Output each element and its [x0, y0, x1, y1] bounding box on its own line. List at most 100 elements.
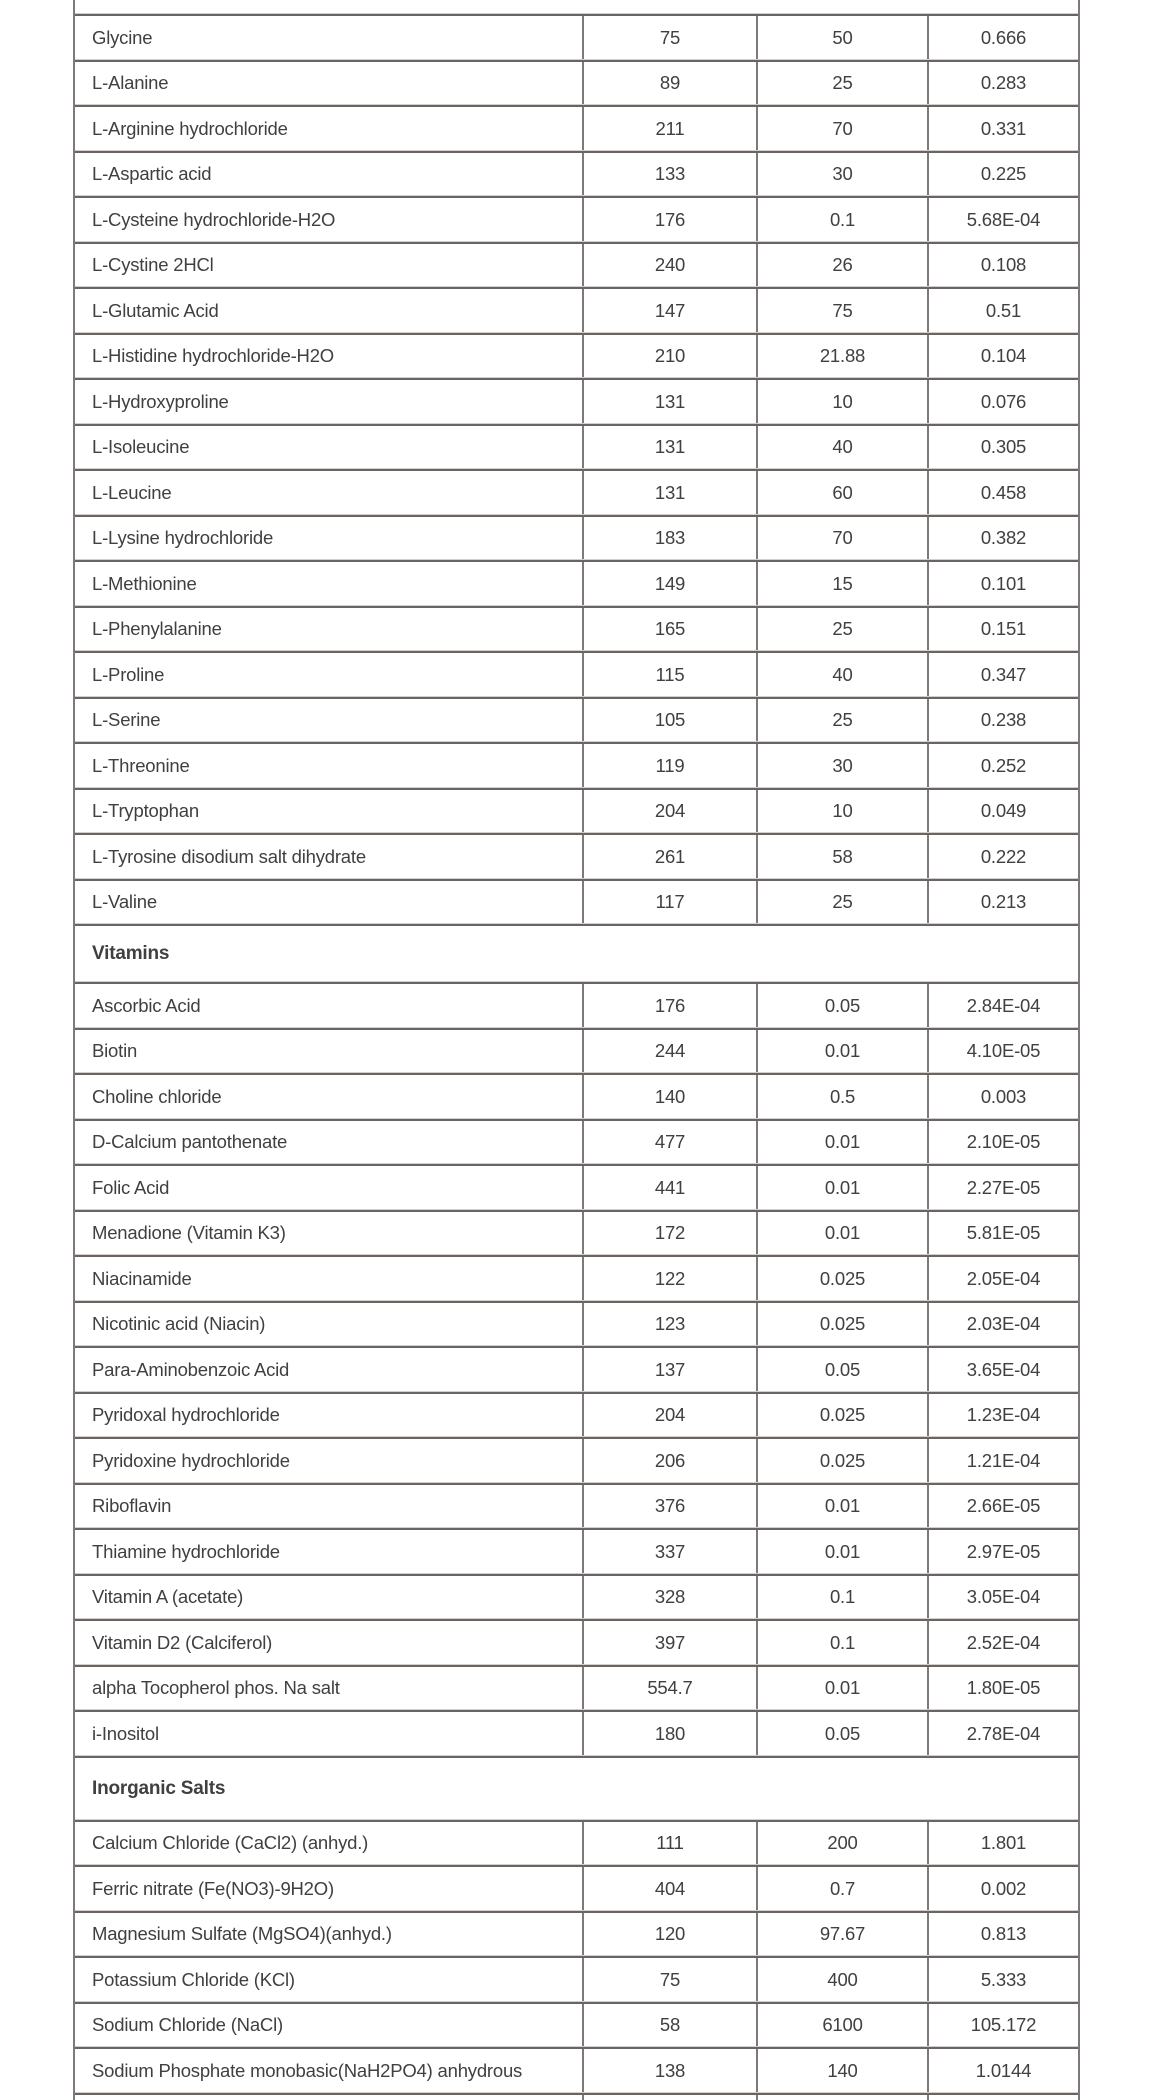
millimolar-cell: 5.333	[980, 1968, 1027, 1990]
concentration-cell: 0.01	[758, 1530, 929, 1574]
millimolar-cell: 2.84E-04	[966, 994, 1041, 1016]
molecular-weight-cell: 211	[584, 107, 758, 151]
table-row: L-Threonine 119 30 0.252	[75, 744, 1078, 790]
component-cell: L-Leucine	[75, 471, 584, 515]
component-cell: Choline chloride	[75, 1075, 584, 1119]
concentration-cell: 50	[758, 16, 929, 60]
concentration-cell: 60	[758, 471, 929, 515]
molecular-weight-cell: 244	[584, 1029, 758, 1073]
millimolar-cell: 0.305	[980, 436, 1027, 458]
component-cell: Magnesium Sulfate (MgSO4)(anhyd.)	[75, 1912, 584, 1956]
component-cell: Para-Aminobenzoic Acid	[75, 1348, 584, 1392]
cut-off-row-bottom	[75, 2094, 1078, 2100]
millimolar-cell: 1.21E-04	[966, 1449, 1041, 1471]
molecular-weight-cell: 183	[584, 516, 758, 560]
concentration-cell: 97.67	[758, 1912, 929, 1956]
table-row: Menadione (Vitamin K3) 172 0.01 5.81E-05	[75, 1211, 1078, 1257]
concentration-cell: 0.01	[758, 1029, 929, 1073]
molecular-weight-cell: 404	[584, 1867, 758, 1911]
molecular-weight-cell: 131	[584, 380, 758, 424]
concentration-cell: 0.025	[758, 1393, 929, 1437]
millimolar-cell: 4.10E-05	[966, 1040, 1041, 1062]
component-cell: L-Threonine	[75, 744, 584, 788]
table-row: L-Glutamic Acid 147 75 0.51	[75, 289, 1078, 335]
millimolar-cell: 2.05E-04	[966, 1267, 1041, 1289]
molecular-weight-cell: 115	[584, 653, 758, 697]
component-cell: Sodium Phosphate monobasic(NaH2PO4) anhy…	[75, 2049, 584, 2093]
molecular-weight-cell: 120	[584, 1912, 758, 1956]
molecular-weight-cell	[584, 2094, 758, 2100]
table-row: Niacinamide 122 0.025 2.05E-04	[75, 1257, 1078, 1303]
molecular-weight-cell: 180	[584, 1712, 758, 1756]
millimolar-cell: 0.151	[980, 618, 1027, 640]
media-formulation-table: Glycine 75 50 0.666 L-Alanine 89 25 0.283 L-Argi…	[73, 0, 1080, 2100]
molecular-weight-cell: 172	[584, 1211, 758, 1255]
table-row: L-Tryptophan 204 10 0.049	[75, 789, 1078, 835]
table-row: Vitamin A (acetate) 328 0.1 3.05E-04	[75, 1575, 1078, 1621]
table-row: Calcium Chloride (CaCl2) (anhyd.) 111 200 1…	[75, 1821, 1078, 1867]
section-header-row: Inorganic Salts	[75, 1758, 1078, 1822]
millimolar-cell: 2.10E-05	[966, 1131, 1041, 1153]
component-cell: Nicotinic acid (Niacin)	[75, 1302, 584, 1346]
cut-off-section-row-top	[75, 0, 1078, 16]
component-cell: Vitamin A (acetate)	[75, 1575, 584, 1619]
concentration-cell: 70	[758, 516, 929, 560]
molecular-weight-cell: 140	[584, 1075, 758, 1119]
millimolar-cell: 2.03E-04	[966, 1313, 1041, 1335]
millimolar-cell: 3.65E-04	[966, 1358, 1041, 1380]
millimolar-cell: 0.252	[980, 754, 1027, 776]
table-row: L-Isoleucine 131 40 0.305	[75, 425, 1078, 471]
component-cell: Calcium Chloride (CaCl2) (anhyd.)	[75, 1821, 584, 1865]
millimolar-cell: 0.108	[980, 254, 1027, 276]
table-row: L-Serine 105 25 0.238	[75, 698, 1078, 744]
component-cell: Thiamine hydrochloride	[75, 1530, 584, 1574]
molecular-weight-cell: 147	[584, 289, 758, 333]
concentration-cell: 70	[758, 107, 929, 151]
table-row: Para-Aminobenzoic Acid 137 0.05 3.65E-04	[75, 1348, 1078, 1394]
table-row: L-Cystine 2HCl 240 26 0.108	[75, 243, 1078, 289]
concentration-cell: 15	[758, 562, 929, 606]
millimolar-cell: 0.076	[980, 390, 1027, 412]
millimolar-cell: 0.666	[980, 26, 1027, 48]
concentration-cell: 400	[758, 1958, 929, 2002]
millimolar-cell: 5.81E-05	[966, 1222, 1041, 1244]
table-row: Pyridoxine hydrochloride 206 0.025 1.21E-04	[75, 1439, 1078, 1485]
molecular-weight-cell: 89	[584, 61, 758, 105]
millimolar-cell: 0.347	[980, 663, 1027, 685]
concentration-cell: 25	[758, 698, 929, 742]
molecular-weight-cell: 105	[584, 698, 758, 742]
concentration-cell: 0.1	[758, 198, 929, 242]
millimolar-cell: 2.78E-04	[966, 1722, 1041, 1744]
table-row: L-Tyrosine disodium salt dihydrate 261 58 0…	[75, 835, 1078, 881]
millimolar-cell: 1.23E-04	[966, 1404, 1041, 1426]
table-row: L-Cysteine hydrochloride-H2O 176 0.1 5.68E-…	[75, 198, 1078, 244]
concentration-cell: 200	[758, 1821, 929, 1865]
table-row: Choline chloride 140 0.5 0.003	[75, 1075, 1078, 1121]
concentration-cell: 0.05	[758, 1712, 929, 1756]
component-cell: L-Tryptophan	[75, 789, 584, 833]
table-row: L-Valine 117 25 0.213	[75, 880, 1078, 926]
molecular-weight-cell: 131	[584, 471, 758, 515]
table-row: L-Hydroxyproline 131 10 0.076	[75, 380, 1078, 426]
component-cell: L-Glutamic Acid	[75, 289, 584, 333]
concentration-cell: 0.025	[758, 1257, 929, 1301]
table-row: Glycine 75 50 0.666	[75, 16, 1078, 62]
table-row: L-Alanine 89 25 0.283	[75, 61, 1078, 107]
millimolar-cell: 0.002	[980, 1877, 1027, 1899]
table-row: L-Lysine hydrochloride 183 70 0.382	[75, 516, 1078, 562]
component-cell: L-Aspartic acid	[75, 152, 584, 196]
component-cell: Glycine	[75, 16, 584, 60]
component-cell: i-Inositol	[75, 1712, 584, 1756]
molecular-weight-cell: 123	[584, 1302, 758, 1346]
molecular-weight-cell: 176	[584, 984, 758, 1028]
molecular-weight-cell: 75	[584, 1958, 758, 2002]
molecular-weight-cell: 204	[584, 1393, 758, 1437]
millimolar-cell: 2.52E-04	[966, 1631, 1041, 1653]
molecular-weight-cell: 240	[584, 243, 758, 287]
table-row: Thiamine hydrochloride 337 0.01 2.97E-05	[75, 1530, 1078, 1576]
millimolar-cell: 0.283	[980, 72, 1027, 94]
component-cell: Menadione (Vitamin K3)	[75, 1211, 584, 1255]
millimolar-cell: 0.003	[980, 1085, 1027, 1107]
concentration-cell: 10	[758, 789, 929, 833]
component-cell: D-Calcium pantothenate	[75, 1120, 584, 1164]
